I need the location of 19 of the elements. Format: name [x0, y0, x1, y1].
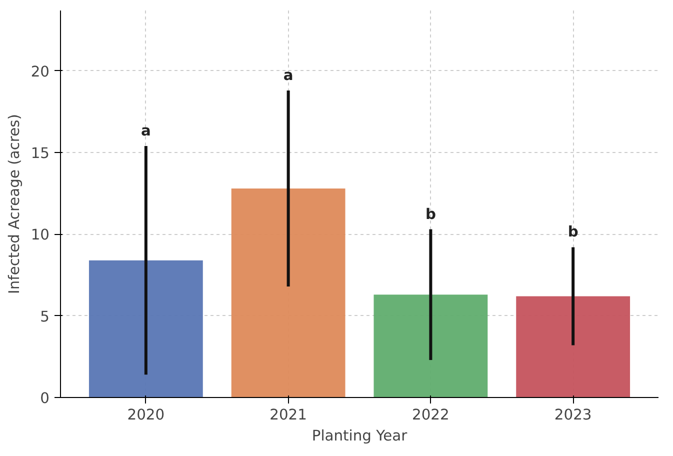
bar [374, 294, 488, 398]
y-tick-label: 20 [30, 63, 50, 80]
bar [88, 260, 203, 398]
y-axis-title: Infected Acreage (acres) [6, 114, 23, 294]
x-tick-label: 2023 [554, 406, 592, 424]
y-tick-label: 15 [30, 145, 50, 162]
x-axis-title: Planting Year [312, 428, 408, 444]
annotation: b [568, 224, 578, 241]
x-tick-label: 2020 [127, 406, 165, 424]
x-tick-label: 2022 [412, 406, 450, 424]
x-tick-label: 2021 [270, 406, 307, 424]
annotation: b [425, 206, 436, 223]
annotation: a [140, 122, 151, 140]
y-tick-label: 5 [40, 308, 50, 326]
bar [516, 296, 630, 398]
y-tick-label: 0 [40, 390, 50, 407]
bar [231, 188, 346, 398]
annotation: a [283, 66, 294, 84]
y-tick-label: 10 [30, 226, 50, 244]
